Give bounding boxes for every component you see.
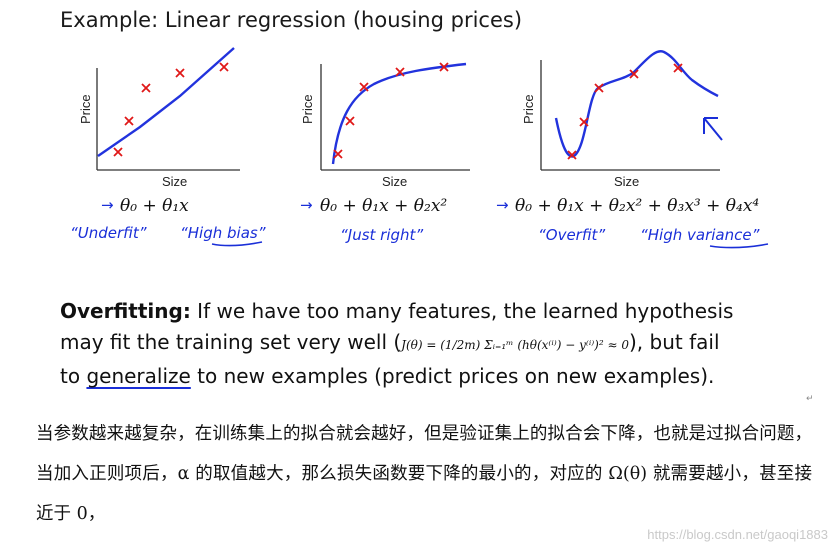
note-just-right: “Just right” [340,226,423,244]
overfitting-paragraph: Overfitting: If we have too many feature… [60,296,780,392]
overfitting-line2b: ), but fail [629,330,720,354]
y-axis-label: Price [78,94,93,124]
data-points [333,62,449,159]
overfitting-line1: If we have too many features, the learne… [190,299,734,323]
y-axis-label: Price [300,94,315,124]
note-high-bias: “High bias” [180,224,266,242]
data-points [567,63,683,160]
plot-underfit: Price Size → θ₀ + θ₁x “Underfit” “High b… [70,47,266,247]
x-axis-label: Size [614,174,639,189]
note-overfit: “Overfit” [538,226,605,244]
formula-underfit: θ₀ + θ₁x [120,196,189,216]
plot-overfit: Price Size → θ₀ + θ₁x + θ₂x² + θ₃x³ + θ₄… [496,50,769,249]
overfitting-heading: Overfitting: [60,299,191,323]
regression-plots: Price Size → θ₀ + θ₁x “Underfit” “High b… [70,47,769,249]
fit-curve [331,62,467,165]
fit-line [97,47,235,157]
underline-scribble [709,243,769,249]
underline-scribble [211,241,263,247]
formula-overfit: θ₀ + θ₁x + θ₂x² + θ₃x³ + θ₄x⁴ [515,196,759,216]
data-points [113,62,229,157]
overfitting-line3a: to [60,364,87,388]
generalize-word: generalize [86,364,191,388]
x-axis-label: Size [162,174,187,189]
arrow-icon: → [101,196,114,214]
note-high-variance: “High variance” [640,226,760,244]
note-underfit: “Underfit” [70,224,147,242]
overfitting-line2a: may fit the training set very well ( [60,330,402,354]
watermark: https://blog.csdn.net/gaoqi1883 [647,527,828,542]
pointer-arrow-icon [703,117,723,141]
x-axis-label: Size [382,174,407,189]
formula-just-right: θ₀ + θ₁x + θ₂x² [320,196,447,216]
return-mark-icon: ↵ [806,394,814,404]
arrow-icon: → [496,196,509,214]
cost-formula: J(θ) = (1/2m) Σᵢ₌₁ᵐ (hθ(x⁽ⁱ⁾) − y⁽ⁱ⁾)² ≈… [401,338,629,352]
overfitting-line3b: to new examples (predict prices on new e… [190,364,715,388]
slide-title: Example: Linear regression (housing pric… [60,8,523,32]
y-axis-label: Price [521,94,536,124]
chinese-paragraph: 当参数越来越复杂，在训练集上的拟合就会越好，但是验证集上的拟合会下降，也就是过拟… [36,424,812,524]
plot-just-right: Price Size → θ₀ + θ₁x + θ₂x² “Just right… [300,62,470,244]
fit-curve [554,50,719,158]
arrow-icon: → [300,196,313,214]
